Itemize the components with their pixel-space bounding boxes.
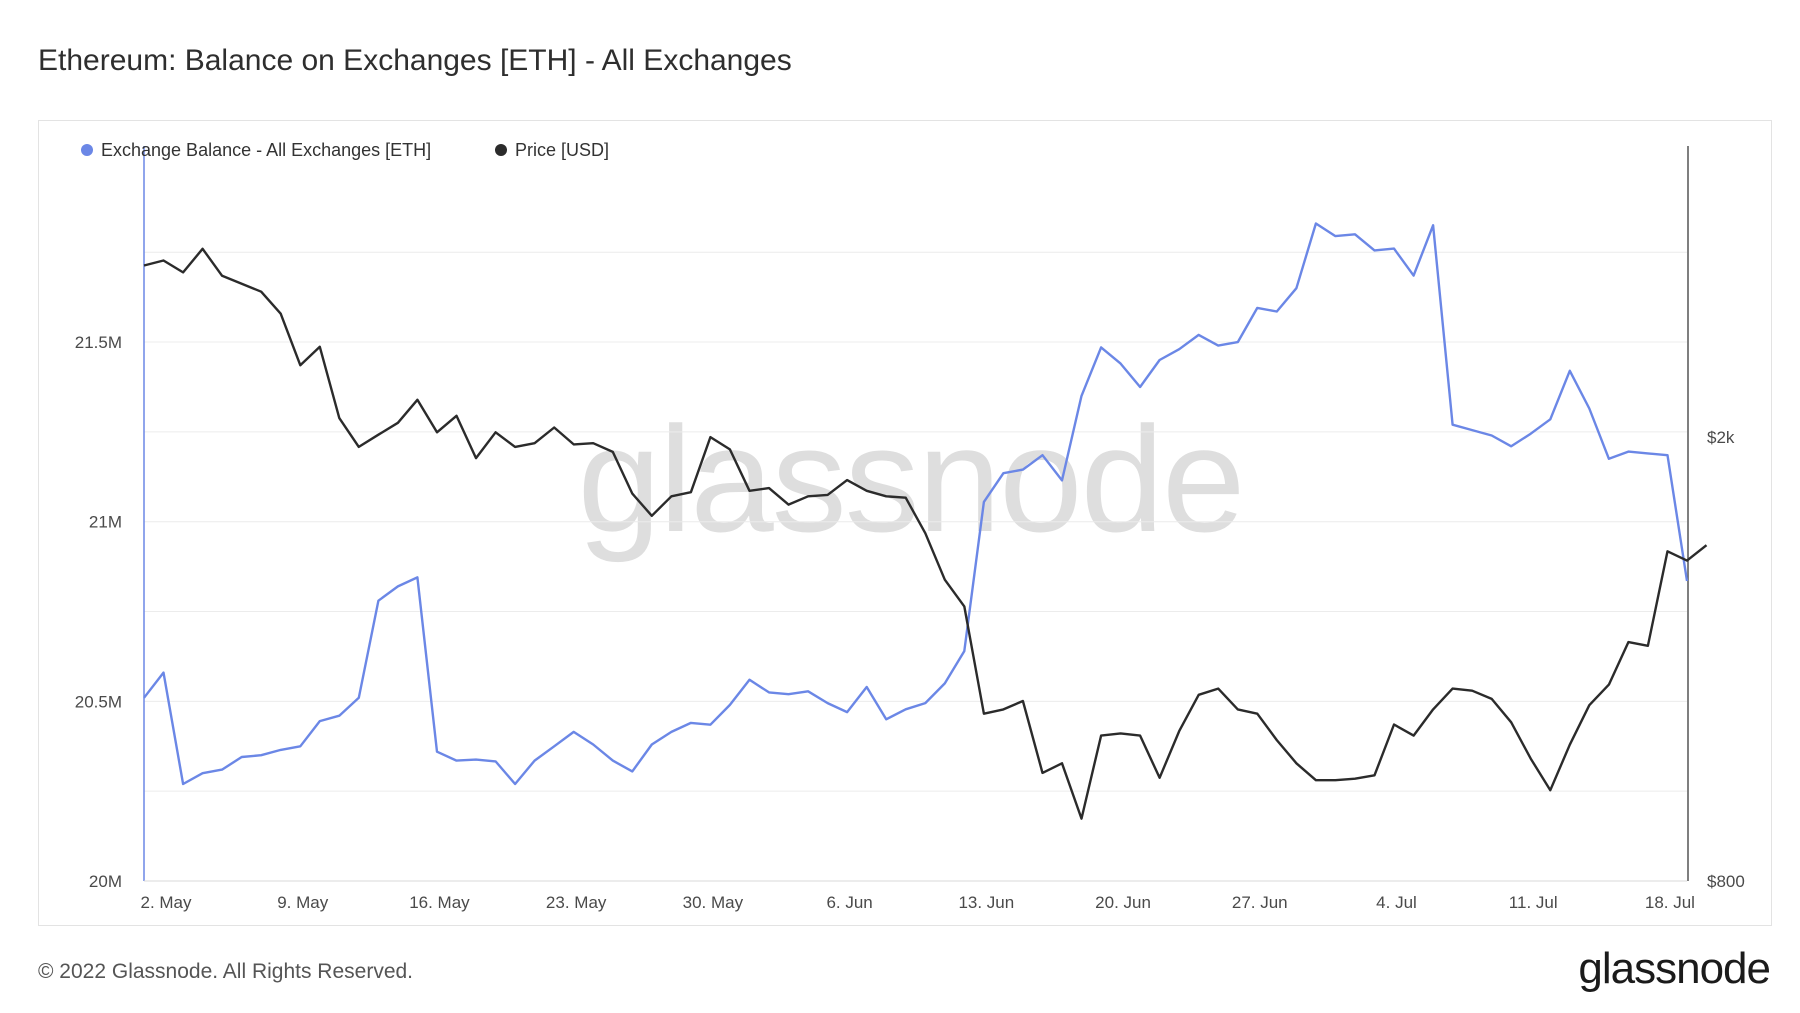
legend-item-exchange-balance[interactable]: Exchange Balance - All Exchanges [ETH] [81, 140, 431, 160]
y-right-tick-labels: $800 $2k [1707, 428, 1745, 891]
axes [143, 146, 1689, 882]
x-tick-label: 18. Jul [1645, 893, 1695, 912]
y-left-tick-label: 21.5M [75, 333, 122, 352]
legend[interactable]: Exchange Balance - All Exchanges [ETH] Pr… [81, 140, 609, 160]
y-right-tick-label: $800 [1707, 872, 1745, 891]
legend-label: Exchange Balance - All Exchanges [ETH] [101, 140, 431, 160]
chart-plot: glassnode 20M 20.5M 21M 21.5M $800 $2k 2. Ma… [75, 140, 1745, 912]
x-tick-label: 30. May [683, 893, 744, 912]
y-right-tick-label: $2k [1707, 428, 1735, 447]
x-tick-label: 16. May [409, 893, 470, 912]
x-tick-label: 4. Jul [1376, 893, 1417, 912]
y-left-tick-labels: 20M 20.5M 21M 21.5M [75, 333, 122, 891]
y-left-tick-label: 20M [89, 872, 122, 891]
x-tick-label: 13. Jun [958, 893, 1014, 912]
y-left-tick-label: 21M [89, 513, 122, 532]
x-tick-label: 6. Jun [826, 893, 872, 912]
grid-lines [144, 251, 1687, 792]
chart-frame: glassnode 20M 20.5M 21M 21.5M $800 $2k 2. Ma… [38, 120, 1772, 926]
price-line [143, 247, 1708, 820]
glassnode-logo[interactable]: glassnode [1578, 944, 1771, 993]
y-left-tick-label: 20.5M [75, 692, 122, 711]
x-tick-label: 20. Jun [1095, 893, 1151, 912]
x-tick-label: 2. May [140, 893, 192, 912]
x-tick-label: 27. Jun [1232, 893, 1288, 912]
watermark-text: glassnode [578, 395, 1244, 563]
legend-item-price[interactable]: Price [USD] [495, 140, 609, 160]
series-lines [143, 222, 1708, 820]
chart-title: Ethereum: Balance on Exchanges [ETH] - A… [38, 44, 792, 77]
legend-dot-price [495, 144, 507, 156]
x-tick-labels: 2. May 9. May 16. May 23. May 30. May 6. Jun 1… [140, 893, 1694, 912]
x-tick-label: 11. Jul [1509, 893, 1558, 912]
copyright-text: © 2022 Glassnode. All Rights Reserved. [38, 960, 414, 983]
legend-label: Price [USD] [515, 140, 609, 160]
legend-dot-balance [81, 144, 93, 156]
exchange-balance-line [143, 222, 1689, 786]
x-tick-label: 23. May [546, 893, 607, 912]
x-tick-label: 9. May [277, 893, 329, 912]
